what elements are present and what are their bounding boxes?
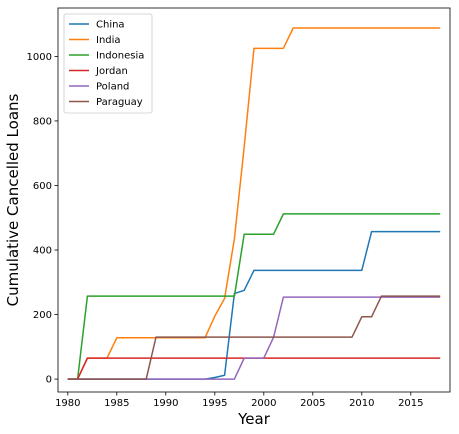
- series-line-jordan: [67, 357, 441, 380]
- series-layer: [67, 27, 441, 380]
- x-tick-label: 1990: [153, 398, 178, 409]
- legend-label-paraguay: Paraguay: [96, 97, 143, 108]
- legend-label-jordan: Jordan: [95, 66, 128, 77]
- y-axis-title: Cumulative Cancelled Loans: [4, 93, 22, 306]
- series-line-indonesia: [67, 213, 441, 380]
- legend-label-china: China: [96, 20, 125, 31]
- y-tick-label: 200: [33, 310, 52, 321]
- x-tick-label: 1980: [55, 398, 80, 409]
- y-tick-label: 1000: [27, 52, 52, 63]
- series-line-poland: [67, 296, 441, 380]
- legend-label-indonesia: Indonesia: [96, 51, 144, 62]
- series-line-paraguay: [67, 295, 441, 380]
- x-tick-label: 2010: [349, 398, 374, 409]
- y-tick-label: 600: [33, 181, 52, 192]
- x-tick-label: 2000: [251, 398, 276, 409]
- x-tick-label: 1995: [202, 398, 227, 409]
- x-tick-label: 2015: [398, 398, 423, 409]
- plot-frame: [57, 7, 451, 393]
- x-tick-label: 2005: [300, 398, 325, 409]
- y-tick-label: 800: [33, 116, 52, 127]
- x-axis-title: Year: [237, 410, 271, 428]
- y-tick-label: 0: [46, 375, 52, 386]
- legend-label-poland: Poland: [96, 82, 129, 93]
- y-tick-label: 400: [33, 246, 52, 257]
- legend: China India Indonesia Jordan Poland Paraguay: [63, 13, 153, 114]
- legend-label-india: India: [96, 35, 121, 46]
- y-axis-ticks: 0 200 400 600 800 1000: [27, 52, 58, 386]
- x-axis-ticks: 1980 1985 1990 1995 2000 2005 2010 2015: [55, 392, 424, 409]
- x-tick-label: 1985: [104, 398, 129, 409]
